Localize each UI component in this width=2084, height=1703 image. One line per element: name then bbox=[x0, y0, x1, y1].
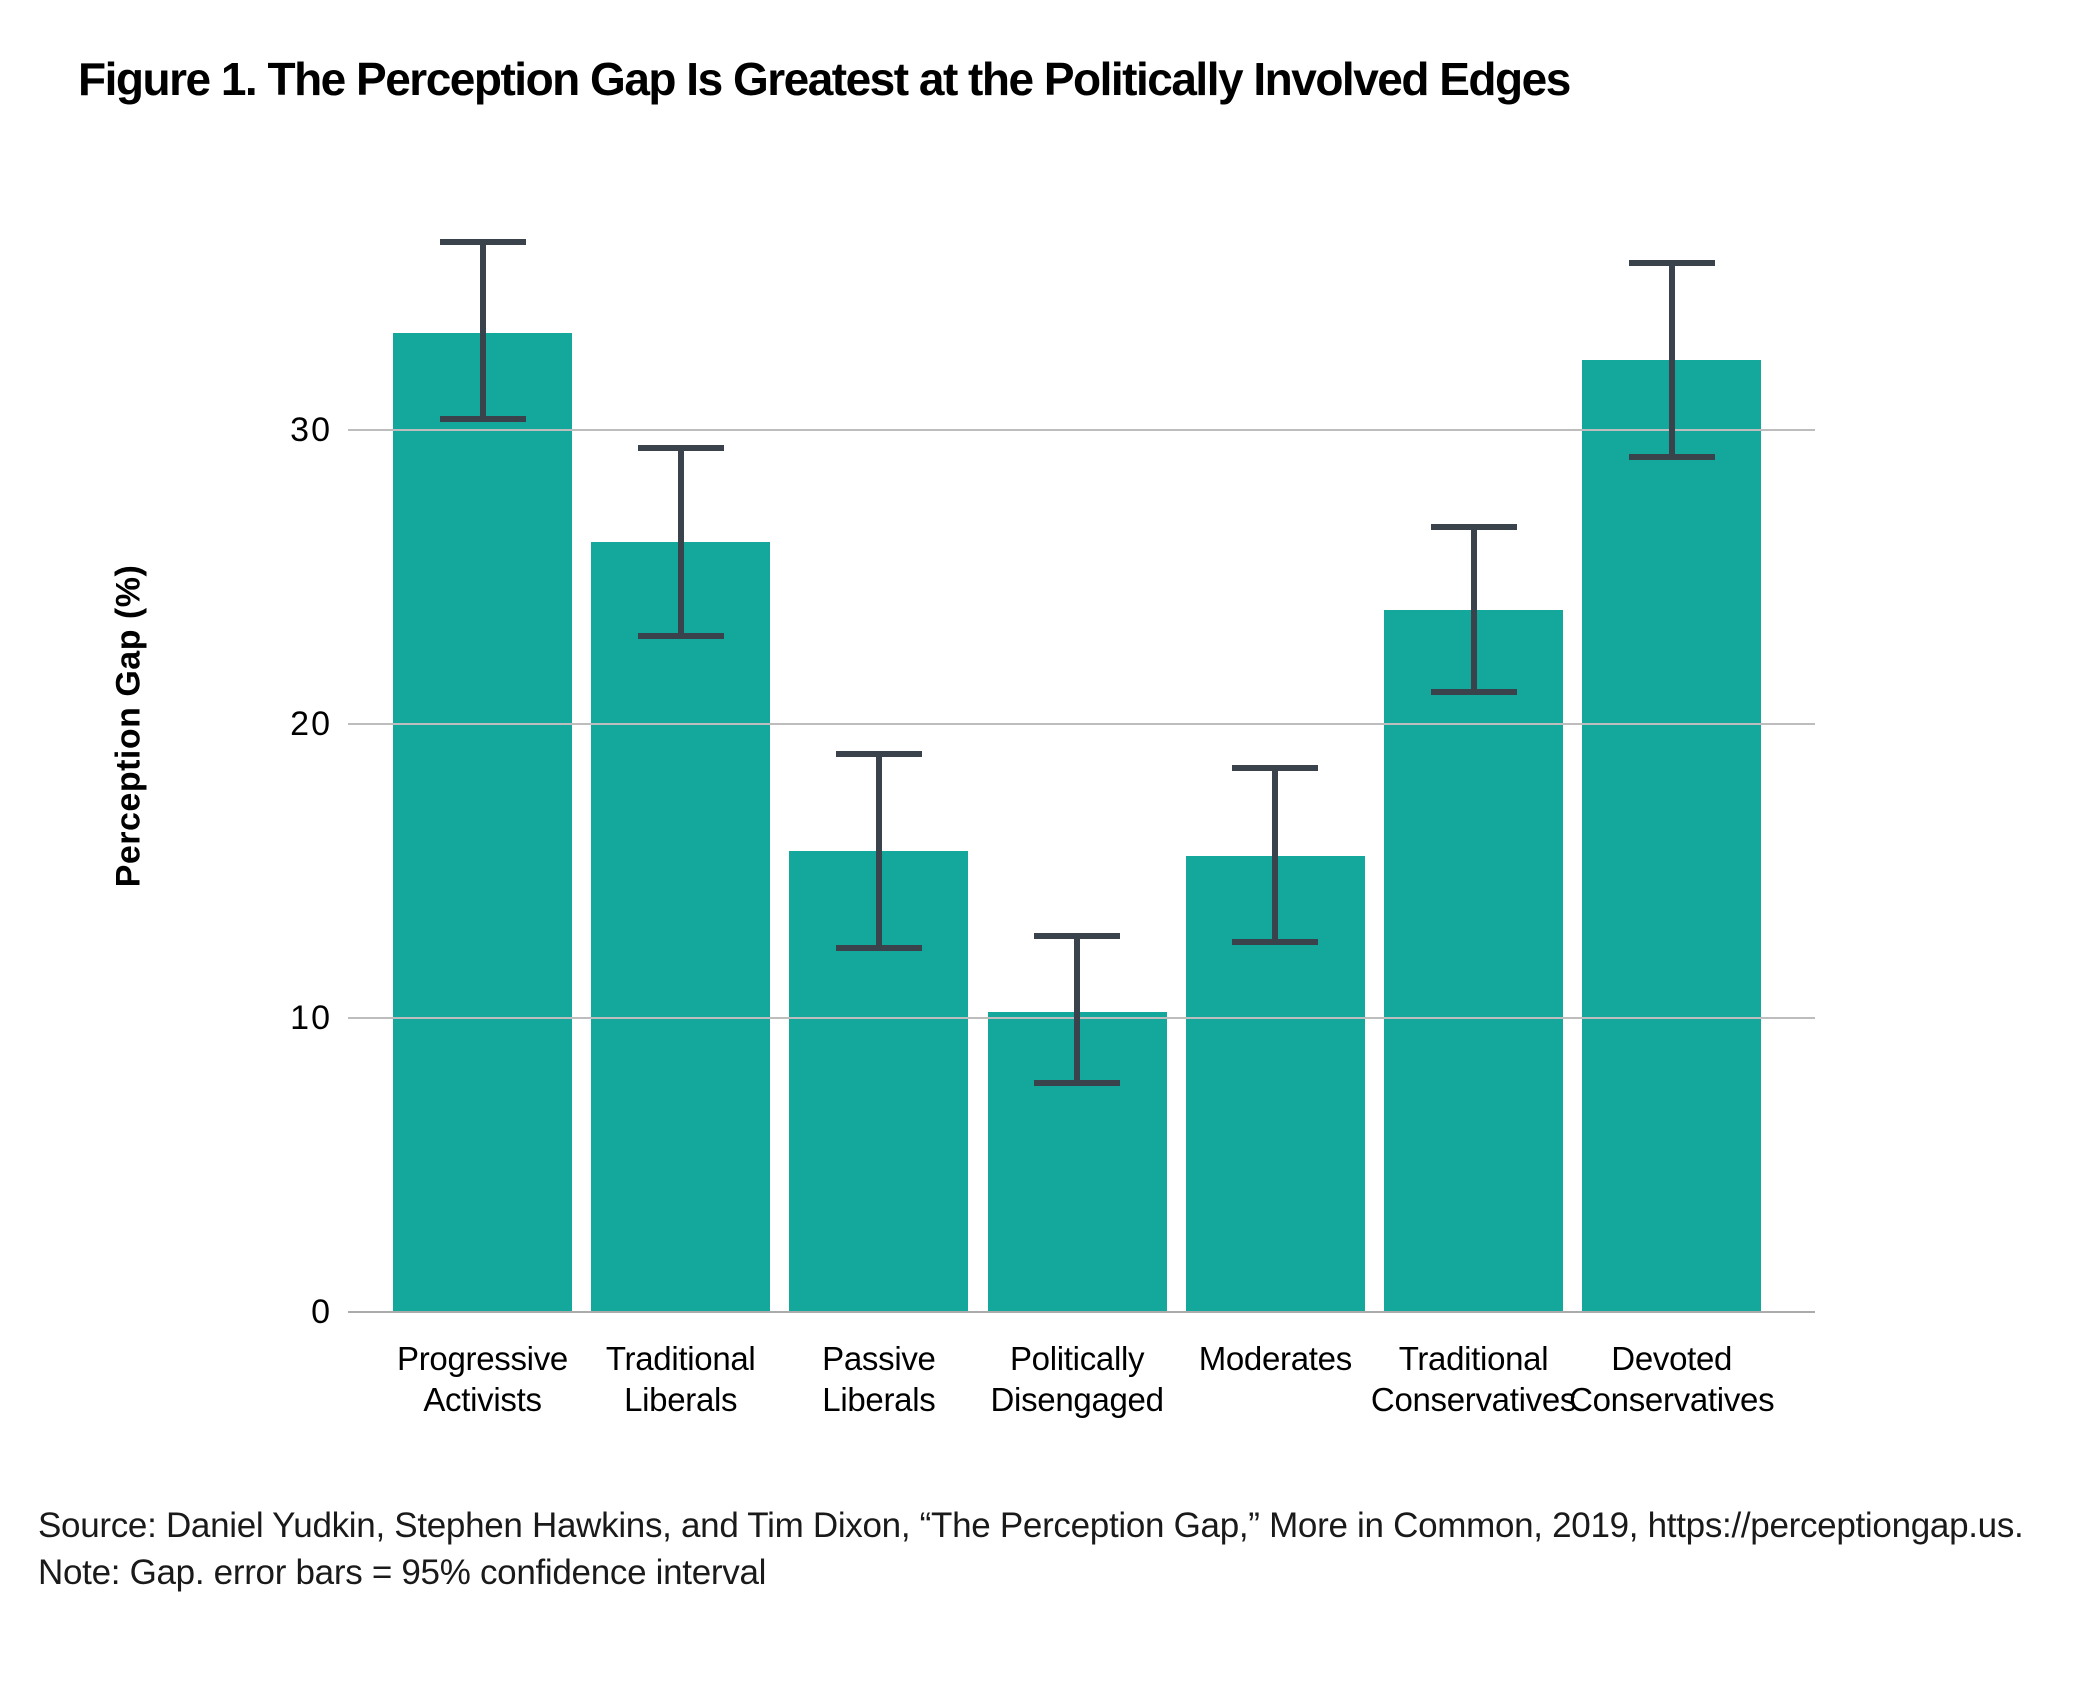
error-bar-cap-top bbox=[1628, 259, 1715, 266]
error-bar bbox=[1470, 527, 1477, 692]
gridline-20 bbox=[348, 723, 1815, 726]
error-bar-cap-top bbox=[1430, 524, 1517, 531]
y-tick-label-20: 20 bbox=[290, 705, 332, 744]
x-tick-label: Traditional Liberals bbox=[605, 1340, 756, 1418]
error-bar-cap-top bbox=[439, 239, 526, 246]
error-bar-cap-bottom bbox=[1628, 453, 1715, 460]
error-bar-cap-bottom bbox=[1430, 688, 1517, 695]
bar bbox=[393, 333, 572, 1312]
gridline-10 bbox=[348, 1017, 1815, 1020]
bar bbox=[1384, 609, 1563, 1312]
source-text: Source: Daniel Yudkin, Stephen Hawkins, … bbox=[38, 1506, 2024, 1545]
y-tick-label-0: 0 bbox=[311, 1293, 332, 1331]
error-bar-cap-bottom bbox=[835, 944, 922, 951]
error-bar-cap-top bbox=[835, 750, 922, 757]
error-bar bbox=[1668, 262, 1675, 457]
error-bar bbox=[677, 447, 684, 637]
error-bar bbox=[875, 753, 882, 948]
y-tick-label-10: 10 bbox=[290, 999, 332, 1038]
gridline-30 bbox=[348, 429, 1815, 432]
error-bar-cap-bottom bbox=[1034, 1079, 1121, 1086]
error-bar-cap-bottom bbox=[439, 415, 526, 422]
error-bar bbox=[1074, 935, 1081, 1083]
figure-footer: Source: Daniel Yudkin, Stephen Hawkins, … bbox=[38, 1502, 2024, 1596]
error-bar-cap-bottom bbox=[1232, 938, 1319, 945]
x-tick-label: Passive Liberals bbox=[822, 1340, 936, 1418]
y-tick-label-30: 30 bbox=[290, 411, 332, 450]
error-bar-cap-top bbox=[1232, 765, 1319, 772]
x-tick-label: Devoted Conservatives bbox=[1569, 1340, 1775, 1418]
error-bar-cap-bottom bbox=[637, 633, 724, 640]
error-bar-cap-top bbox=[1034, 932, 1121, 939]
x-tick-label: Politically Disengaged bbox=[990, 1340, 1164, 1418]
x-tick-label: Traditional Conservatives bbox=[1370, 1340, 1577, 1418]
x-tick-label: Moderates bbox=[1198, 1340, 1353, 1377]
error-bar-cap-top bbox=[637, 444, 724, 451]
note-text: Note: Gap. error bars = 95% confidence i… bbox=[38, 1553, 767, 1592]
figure-title: Figure 1. The Perception Gap Is Greatest… bbox=[78, 53, 1571, 105]
error-bar bbox=[479, 242, 486, 419]
error-bar bbox=[1272, 768, 1279, 942]
bar bbox=[1582, 359, 1762, 1312]
bar bbox=[591, 541, 771, 1312]
x-tick-label: Progressive Activists bbox=[397, 1340, 568, 1418]
x-axis-line bbox=[348, 1311, 1815, 1313]
